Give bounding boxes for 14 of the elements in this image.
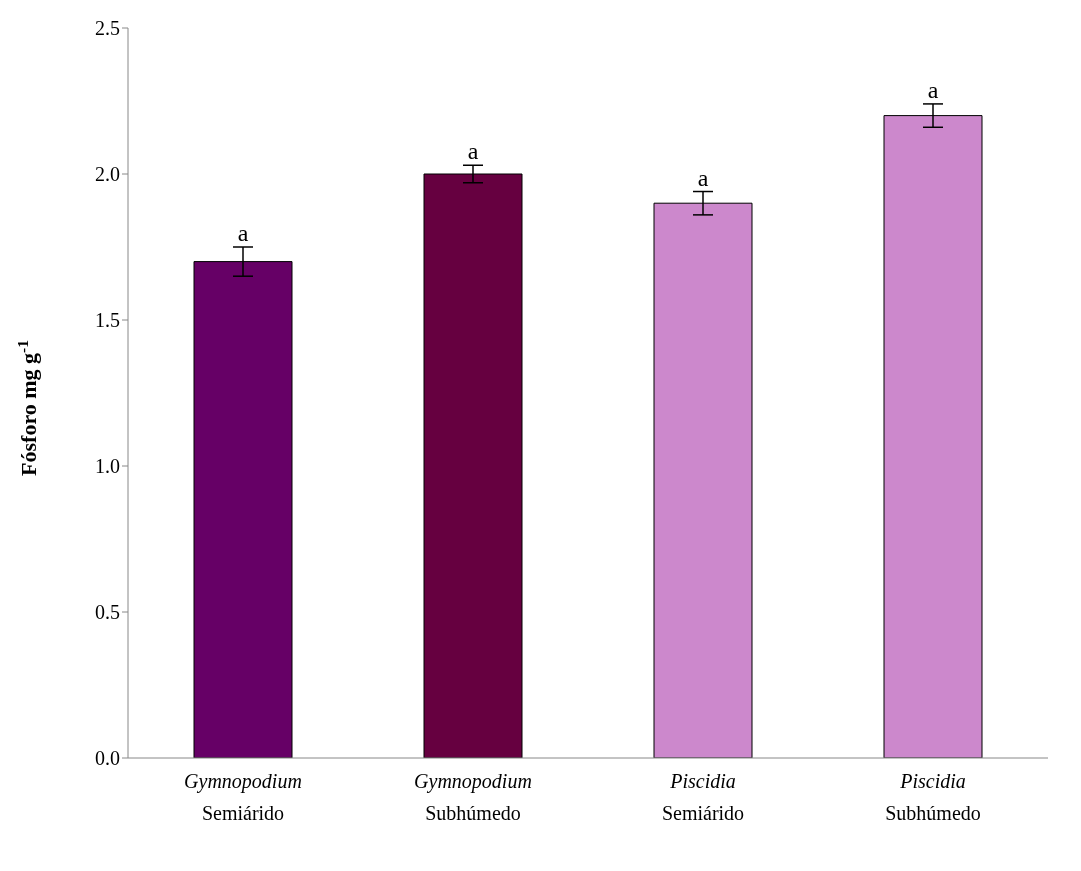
y-tick-label: 1.0 [95,455,120,478]
x-tick-label: Piscidia Subhúmedo [885,770,981,824]
y-tick-label: 0.5 [95,601,120,624]
annotation: a [237,220,249,246]
y-tick-label: 1.5 [95,309,120,332]
y-tick-label: 2.5 [95,17,120,40]
y-tick-label: 2.0 [95,163,120,186]
x-tick-label: Piscidia Semiárido [661,770,745,824]
x-tick-label: Gymnopodium Semiárido [184,770,302,824]
x-tick-label: Gymnopodium Subhúmedo [414,770,532,824]
annotation: a [467,138,479,165]
annotation: a [697,164,709,191]
y-tick-label: 0.0 [95,747,120,770]
annotation: a [927,76,939,103]
